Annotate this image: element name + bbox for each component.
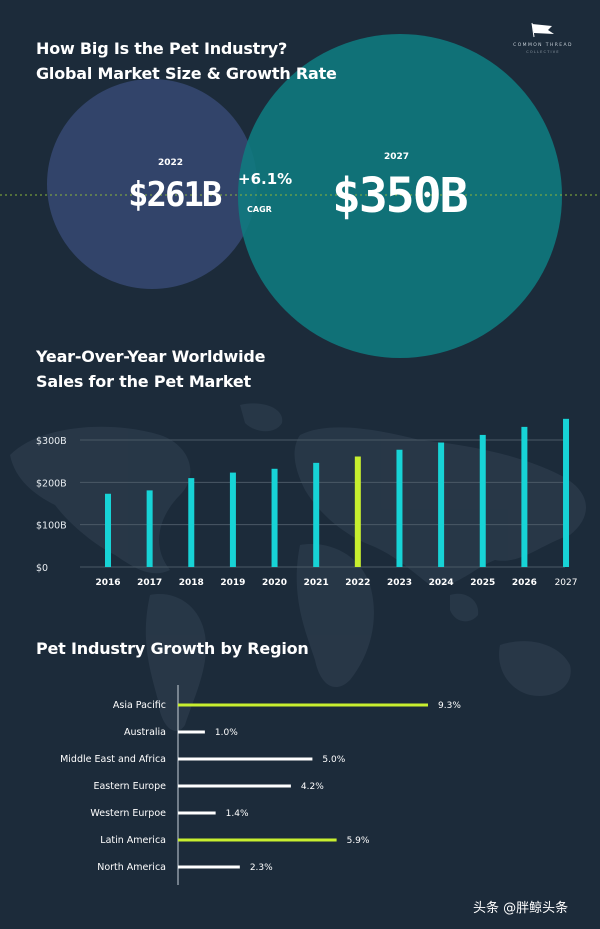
region-value-label: 1.4% — [226, 809, 249, 819]
x-tick-label: 2025 — [470, 578, 495, 588]
bar-2017 — [146, 490, 153, 567]
region-bar-2 — [178, 757, 313, 761]
x-tick-label: 2021 — [304, 578, 329, 588]
bar-2018 — [188, 478, 195, 567]
region-growth-bar-chart: Asia Pacific 9.3% Australia 1.0% Middle East… — [60, 685, 461, 885]
x-tick-label: 2026 — [512, 578, 537, 588]
x-tick-label: 2019 — [220, 578, 245, 588]
y-tick-label: $0 — [36, 563, 48, 574]
bar-2026 — [521, 426, 528, 567]
region-label: Australia — [124, 727, 166, 738]
region-label: Asia Pacific — [113, 700, 166, 711]
x-tick-label: 2027 — [555, 578, 578, 588]
x-tick-label: 2017 — [137, 578, 162, 588]
region-value-label: 4.2% — [301, 782, 324, 792]
region-value-label: 9.3% — [438, 701, 461, 711]
value-2022: $261B — [128, 175, 222, 215]
circle-2027 — [238, 34, 562, 358]
y-tick-label: $100B — [36, 521, 67, 532]
market-size-venn — [0, 34, 600, 358]
x-tick-label: 2022 — [345, 578, 370, 588]
region-bar-3 — [178, 784, 291, 788]
region-bar-6 — [178, 865, 240, 869]
yoy-sales-bar-chart: $0 $100B $200B $300B 2016 2017 2018 2019 2020 202… — [36, 418, 578, 588]
bar-2022 — [354, 456, 361, 567]
bar-chart-subtitle: Sales for the Pet Market — [36, 372, 251, 391]
region-chart-title: Pet Industry Growth by Region — [36, 639, 309, 658]
value-2027: $350B — [332, 168, 468, 224]
region-value-label: 5.9% — [347, 836, 370, 846]
region-value-label: 1.0% — [215, 728, 238, 738]
x-tick-label: 2023 — [387, 578, 412, 588]
region-label: Western Eurpoe — [90, 808, 166, 819]
region-label: Latin America — [100, 835, 166, 846]
x-tick-label: 2018 — [179, 578, 204, 588]
x-tick-label: 2016 — [95, 578, 120, 588]
x-tick-label: 2024 — [429, 578, 454, 588]
y-tick-label: $200B — [36, 478, 67, 489]
region-bar-0 — [178, 703, 428, 707]
page-title-line1: How Big Is the Pet Industry? — [36, 39, 288, 58]
x-tick-label: 2020 — [262, 578, 287, 588]
page-title-line2: Global Market Size & Growth Rate — [36, 64, 337, 83]
bar-2019 — [229, 472, 236, 567]
watermark: 头条 @胖鲸头条 — [473, 901, 569, 916]
bar-chart-title: Year-Over-Year Worldwide — [36, 347, 266, 366]
bar-2025 — [479, 434, 486, 567]
bar-2020 — [271, 468, 278, 567]
brand-sub: COLLECTIVE — [526, 50, 560, 54]
bar-2027 — [563, 418, 570, 567]
bar-2023 — [396, 449, 403, 567]
region-bar-4 — [178, 811, 216, 815]
brand-logo: COMMON THREAD COLLECTIVE — [508, 22, 578, 54]
y-tick-label: $300B — [36, 436, 67, 447]
bar-2016 — [105, 493, 111, 567]
year-2022-label: 2022 — [158, 158, 184, 168]
region-label: North America — [97, 862, 166, 873]
bar-2024 — [438, 442, 445, 567]
cagr-value: +6.1% — [238, 170, 293, 188]
brand-name: COMMON THREAD — [513, 43, 573, 48]
region-label: Eastern Europe — [93, 781, 166, 792]
region-bar-5 — [178, 838, 337, 842]
cagr-label: CAGR — [247, 205, 272, 214]
region-bar-1 — [178, 730, 205, 734]
bar-2021 — [313, 462, 320, 567]
flag-icon — [531, 22, 554, 38]
region-value-label: 5.0% — [322, 755, 345, 765]
region-label: Middle East and Africa — [60, 754, 166, 765]
circle-2022 — [47, 79, 257, 289]
year-2027-label: 2027 — [384, 152, 410, 162]
region-value-label: 2.3% — [250, 863, 273, 873]
